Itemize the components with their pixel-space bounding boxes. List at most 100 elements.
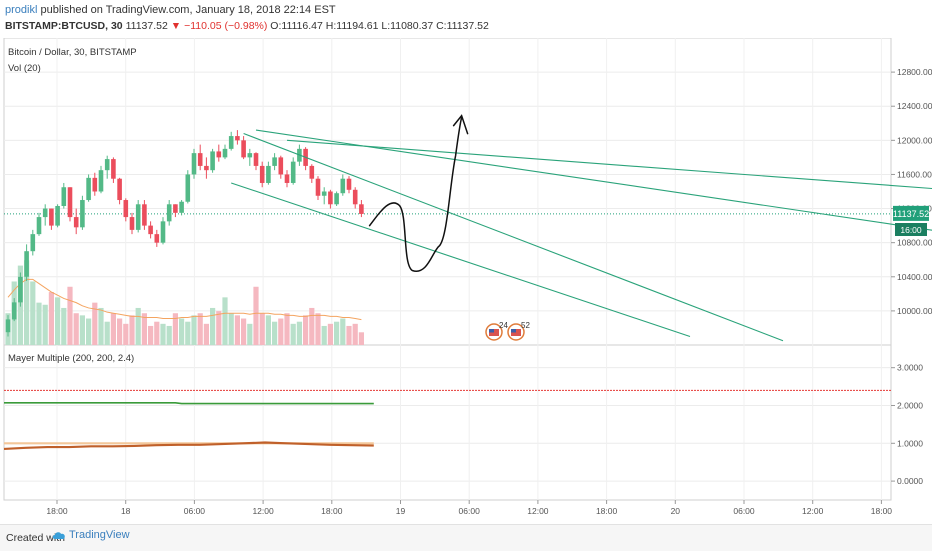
- price-badge: 11137.52 16:00: [893, 205, 929, 236]
- candle-body: [253, 153, 259, 166]
- price-tick-label: 10800.00: [897, 238, 932, 248]
- indicator-tick-label: 0.0000: [897, 476, 923, 486]
- brand-name: TradingView: [69, 529, 130, 541]
- volume-bar: [92, 302, 98, 345]
- volume-bar: [123, 323, 129, 345]
- price-tick-label: 10400.00: [897, 272, 932, 282]
- volume-bar: [203, 323, 209, 345]
- volume-bar: [358, 332, 364, 345]
- volume-bar: [179, 318, 185, 345]
- volume-bar: [284, 313, 290, 345]
- candle-body: [334, 193, 339, 205]
- volume-bar: [346, 325, 352, 345]
- candle-body: [204, 165, 209, 171]
- candle-body: [266, 165, 271, 183]
- candle-body: [11, 302, 17, 320]
- volume-bar: [234, 315, 240, 345]
- volume-bar: [216, 311, 222, 345]
- volume-bar: [321, 325, 327, 345]
- candle-body: [30, 234, 36, 252]
- volume-bar: [117, 318, 123, 345]
- candle-body: [272, 157, 277, 166]
- volume-bar: [166, 325, 172, 345]
- time-tick-label: 12:00: [252, 506, 274, 516]
- candle-body: [222, 148, 228, 158]
- candle-body: [123, 200, 129, 218]
- candle-body: [104, 159, 110, 171]
- volume-bar: [334, 321, 340, 345]
- candle-body: [315, 178, 321, 196]
- candle-body: [18, 276, 23, 303]
- price-tick-label: 12000.00: [897, 135, 932, 145]
- event-marker[interactable]: 52: [507, 321, 530, 341]
- candle-body: [216, 151, 222, 158]
- volume-bar: [222, 297, 228, 345]
- tradingview-logo[interactable]: TradingView: [52, 529, 130, 541]
- candle-body: [247, 153, 253, 158]
- candle-body: [98, 170, 104, 192]
- time-tick-label: 06:00: [459, 506, 481, 516]
- main-chart-title: Bitcoin / Dollar, 30, BITSTAMP: [8, 47, 137, 58]
- time-tick-label: 06:00: [733, 506, 755, 516]
- price-tick-label: 12400.00: [897, 101, 932, 111]
- candle-body: [321, 191, 327, 196]
- quote-line: BITSTAMP:BTCUSD, 30 11137.52 ▼ −110.05 (…: [5, 20, 489, 32]
- volume-bar: [185, 321, 191, 345]
- volume-bar: [110, 313, 116, 345]
- volume-bar: [259, 313, 265, 345]
- panel-labels: Bitcoin / Dollar, 30, BITSTAMP Vol (20) …: [8, 47, 137, 364]
- candle-body: [49, 208, 54, 226]
- candle-body: [73, 217, 79, 228]
- publish-line: prodikl published on TradingView.com, Ja…: [5, 4, 336, 16]
- volume-bar: [210, 307, 216, 345]
- event-count: 24: [499, 321, 508, 330]
- trendline: [255, 129, 932, 231]
- us-flag-canton: [489, 329, 494, 333]
- economic-events[interactable]: 24 52: [485, 321, 530, 341]
- volume-bar: [309, 307, 315, 345]
- time-tick-label: 12:00: [802, 506, 824, 516]
- chart-area[interactable]: 12800.0012400.0012000.0011600.0011200.00…: [0, 38, 932, 524]
- candle-body: [61, 187, 67, 206]
- volume-bar: [241, 318, 247, 345]
- volume-bar: [24, 260, 30, 345]
- volume-bar: [265, 315, 271, 345]
- event-marker[interactable]: 24: [485, 321, 508, 341]
- created-with-label: Created with: [6, 532, 65, 544]
- candle-body: [241, 140, 246, 158]
- symbol-label: BITSTAMP:BTCUSD, 30: [5, 20, 123, 32]
- candle-body: [24, 251, 29, 277]
- volume-bar: [160, 323, 166, 345]
- candle-body: [148, 225, 153, 235]
- header: prodikl published on TradingView.com, Ja…: [0, 0, 932, 38]
- volume-bar: [253, 286, 259, 345]
- volume-bar: [278, 318, 284, 345]
- candle-body: [42, 208, 48, 218]
- time-tick-label: 12:00: [527, 506, 549, 516]
- indicator-tick-label: 1.0000: [897, 438, 923, 448]
- volume-bar: [73, 313, 79, 345]
- volume-bar: [42, 304, 48, 345]
- cloud-icon: [52, 532, 65, 539]
- drawings: [231, 114, 932, 342]
- volume-bar: [340, 318, 346, 345]
- candle-body: [328, 191, 333, 205]
- candle-body: [278, 157, 284, 175]
- candle-body: [142, 204, 147, 226]
- candlesticks: [5, 130, 364, 337]
- author-link[interactable]: prodikl: [5, 4, 38, 16]
- candle-body: [359, 204, 364, 214]
- candle-body: [290, 161, 296, 183]
- mayer-green-line: [4, 402, 374, 405]
- volume-bar: [303, 315, 309, 345]
- volume-bar: [154, 321, 160, 345]
- freehand-forecast-path: [368, 114, 469, 272]
- event-count: 52: [521, 321, 530, 330]
- candle-body: [166, 204, 172, 222]
- time-tick-label: 18:00: [596, 506, 618, 516]
- candle-body: [191, 153, 197, 175]
- candle-body: [352, 189, 358, 205]
- candle-body: [154, 234, 160, 243]
- down-arrow-icon: ▼: [170, 20, 182, 32]
- candle-body: [117, 178, 122, 201]
